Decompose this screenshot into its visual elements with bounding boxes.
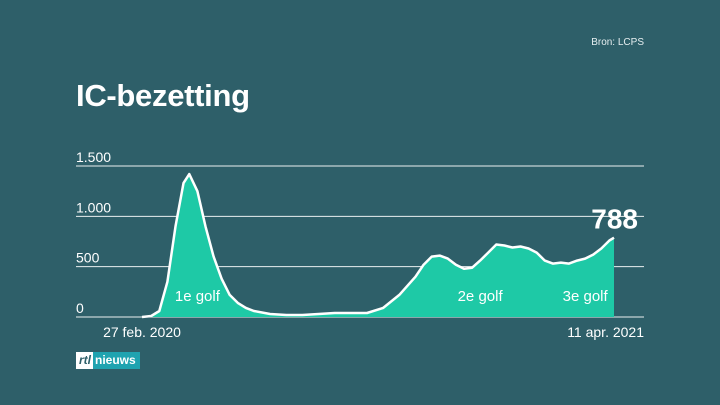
logo-prefix: rtl: [76, 352, 93, 369]
series-line: [141, 172, 615, 319]
label-layer: 0 500 1.000 1.500 27 feb. 2020 11 apr. 2021 1e…: [76, 149, 644, 340]
logo-word: nieuws: [93, 352, 140, 369]
y-tick-label: 1.500: [76, 149, 111, 165]
wave-label: 3e golf: [563, 288, 609, 305]
wave-label: 2e golf: [458, 288, 504, 305]
x-end-label: 11 apr. 2021: [567, 324, 644, 340]
wave-label: 1e golf: [175, 288, 221, 305]
source-label: Bron: LCPS: [591, 37, 644, 48]
rtl-nieuws-logo: rtl nieuws: [76, 352, 140, 369]
area-fill: [142, 174, 614, 317]
x-start-label: 27 feb. 2020: [103, 324, 181, 340]
y-tick-label: 500: [76, 250, 100, 266]
last-value-label: 788: [591, 203, 638, 234]
chart-title: IC-bezetting: [76, 78, 250, 113]
y-tick-label: 1.000: [76, 199, 111, 215]
y-tick-label: 0: [76, 300, 84, 316]
